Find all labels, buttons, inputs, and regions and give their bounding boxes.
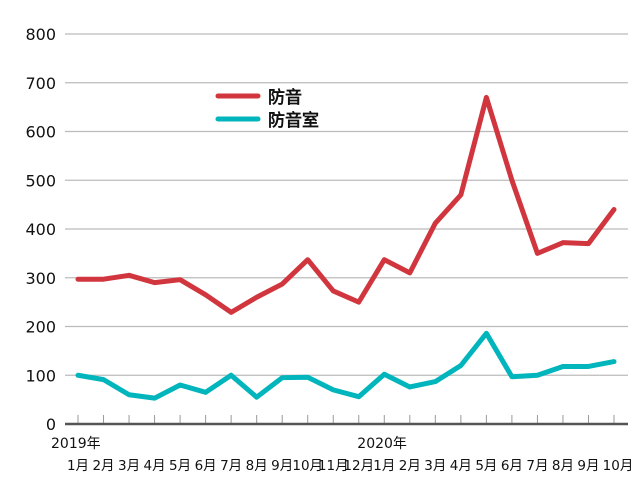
y-tick-label: 300 <box>25 269 56 288</box>
y-tick-label: 0 <box>46 415 56 434</box>
x-tick-label: 2月 <box>92 458 114 474</box>
x-tick-label: 7月 <box>526 458 548 474</box>
y-tick-label: 200 <box>25 318 56 337</box>
y-tick-label: 100 <box>25 366 56 385</box>
year-label: 2020年 <box>357 436 407 452</box>
x-tick-label: 3月 <box>118 458 140 474</box>
series-line <box>78 97 614 312</box>
x-tick-label: 5月 <box>475 458 497 474</box>
x-tick-label: 3月 <box>424 458 446 474</box>
x-tick-label: 6月 <box>501 458 523 474</box>
x-tick-label: 10月 <box>603 458 634 474</box>
y-tick-label: 700 <box>25 74 56 93</box>
x-tick-label: 7月 <box>220 458 242 474</box>
x-tick-label: 6月 <box>195 458 217 474</box>
x-tick-label: 5月 <box>169 458 191 474</box>
x-tick-label: 2月 <box>399 458 421 474</box>
y-tick-label: 400 <box>25 220 56 239</box>
y-tick-label: 500 <box>25 171 56 190</box>
y-tick-label: 800 <box>25 25 56 44</box>
x-tick-label: 1月 <box>373 458 395 474</box>
x-tick-label: 9月 <box>271 458 293 474</box>
year-label: 2019年 <box>51 436 101 452</box>
x-tick-label: 8月 <box>552 458 574 474</box>
x-tick-label: 12月 <box>343 458 374 474</box>
y-tick-label: 600 <box>25 123 56 142</box>
x-tick-label: 1月 <box>67 458 89 474</box>
legend-label: 防音 <box>268 87 302 108</box>
x-tick-label: 9月 <box>577 458 599 474</box>
x-tick-label: 4月 <box>450 458 472 474</box>
series-line <box>78 333 614 398</box>
x-tick-label: 8月 <box>246 458 268 474</box>
x-tick-label: 4月 <box>144 458 166 474</box>
legend-label: 防音室 <box>268 110 319 131</box>
